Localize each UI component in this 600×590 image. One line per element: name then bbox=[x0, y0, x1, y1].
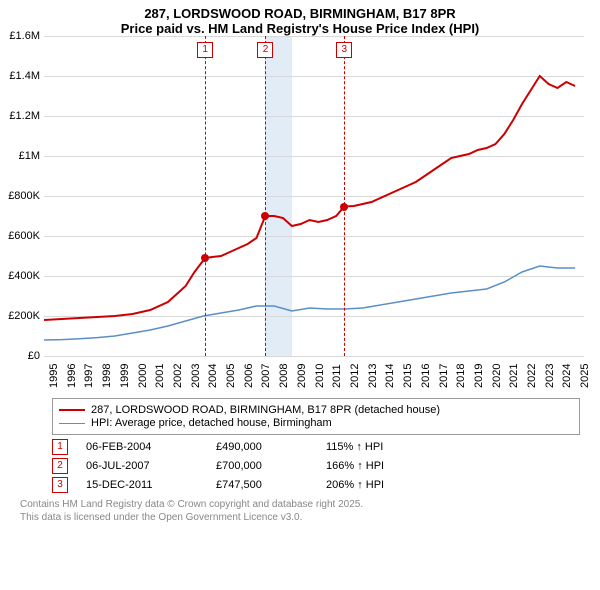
transaction-row: 3 15-DEC-2011£747,500206% ↑ HPI bbox=[52, 477, 580, 493]
x-tick-label: 1995 bbox=[48, 364, 60, 388]
transaction-hpi: 115% ↑ HPI bbox=[326, 441, 383, 453]
x-tick-label: 2004 bbox=[207, 364, 219, 388]
y-tick-label: £1.4M bbox=[0, 70, 40, 82]
transaction-price: £747,500 bbox=[216, 479, 326, 491]
y-tick-label: £0 bbox=[0, 350, 40, 362]
legend-item: HPI: Average price, detached house, Birm… bbox=[59, 417, 573, 429]
x-tick-label: 2005 bbox=[225, 364, 237, 388]
transaction-number: 1 bbox=[52, 439, 68, 455]
transaction-number: 2 bbox=[52, 458, 68, 474]
x-tick-label: 2017 bbox=[438, 364, 450, 388]
transaction-row: 2 06-JUL-2007£700,000166% ↑ HPI bbox=[52, 458, 580, 474]
y-tick-label: £800K bbox=[0, 190, 40, 202]
x-tick-label: 2022 bbox=[526, 364, 538, 388]
transaction-price: £490,000 bbox=[216, 441, 326, 453]
y-tick-label: £1.2M bbox=[0, 110, 40, 122]
y-tick-label: £200K bbox=[0, 310, 40, 322]
legend-item: 287, LORDSWOOD ROAD, BIRMINGHAM, B17 8PR… bbox=[59, 404, 573, 416]
x-tick-label: 2019 bbox=[473, 364, 485, 388]
x-tick-label: 2009 bbox=[296, 364, 308, 388]
chart-subtitle: Price paid vs. HM Land Registry's House … bbox=[0, 21, 600, 36]
transaction-date: 06-JUL-2007 bbox=[86, 460, 216, 472]
transaction-vline bbox=[265, 36, 266, 356]
attribution-text: Contains HM Land Registry data © Crown c… bbox=[20, 499, 580, 524]
transaction-date: 06-FEB-2004 bbox=[86, 441, 216, 453]
attribution-line-1: Contains HM Land Registry data © Crown c… bbox=[20, 499, 580, 512]
x-tick-label: 2021 bbox=[508, 364, 520, 388]
legend-label: 287, LORDSWOOD ROAD, BIRMINGHAM, B17 8PR… bbox=[91, 404, 440, 416]
x-tick-label: 2010 bbox=[314, 364, 326, 388]
transaction-table: 1 06-FEB-2004£490,000115% ↑ HPI 2 06-JUL-20… bbox=[52, 439, 580, 493]
transaction-vline bbox=[205, 36, 206, 356]
transaction-marker: 2 bbox=[257, 42, 273, 58]
x-tick-label: 2012 bbox=[349, 364, 361, 388]
legend: 287, LORDSWOOD ROAD, BIRMINGHAM, B17 8PR… bbox=[52, 398, 580, 435]
series-hpi bbox=[44, 266, 575, 340]
x-tick-label: 2008 bbox=[278, 364, 290, 388]
x-tick-label: 1996 bbox=[66, 364, 78, 388]
transaction-vline bbox=[344, 36, 345, 356]
legend-label: HPI: Average price, detached house, Birm… bbox=[91, 417, 332, 429]
transaction-hpi: 206% ↑ HPI bbox=[326, 479, 384, 491]
y-tick-label: £400K bbox=[0, 270, 40, 282]
x-tick-label: 2020 bbox=[491, 364, 503, 388]
x-tick-label: 1999 bbox=[119, 364, 131, 388]
x-tick-label: 1997 bbox=[83, 364, 95, 388]
x-tick-label: 2016 bbox=[420, 364, 432, 388]
transaction-number: 3 bbox=[52, 477, 68, 493]
x-tick-label: 2011 bbox=[331, 364, 343, 388]
x-tick-label: 2003 bbox=[190, 364, 202, 388]
x-tick-label: 2006 bbox=[243, 364, 255, 388]
transaction-dot bbox=[261, 212, 269, 220]
x-tick-label: 2014 bbox=[384, 364, 396, 388]
y-tick-label: £600K bbox=[0, 230, 40, 242]
series-property bbox=[44, 76, 575, 320]
chart-plot-area: £0£200K£400K£600K£800K£1M£1.2M£1.4M£1.6M… bbox=[44, 36, 584, 356]
series-svg bbox=[44, 36, 584, 356]
transaction-date: 15-DEC-2011 bbox=[86, 479, 216, 491]
x-tick-label: 1998 bbox=[101, 364, 113, 388]
x-tick-label: 2023 bbox=[544, 364, 556, 388]
transaction-marker: 1 bbox=[197, 42, 213, 58]
legend-swatch bbox=[59, 423, 85, 424]
transaction-hpi: 166% ↑ HPI bbox=[326, 460, 384, 472]
legend-swatch bbox=[59, 409, 85, 411]
x-tick-label: 2018 bbox=[455, 364, 467, 388]
x-tick-label: 2002 bbox=[172, 364, 184, 388]
transaction-dot bbox=[201, 254, 209, 262]
transaction-marker: 3 bbox=[336, 42, 352, 58]
attribution-line-2: This data is licensed under the Open Gov… bbox=[20, 512, 580, 525]
transaction-price: £700,000 bbox=[216, 460, 326, 472]
x-tick-label: 2015 bbox=[402, 364, 414, 388]
chart-title: 287, LORDSWOOD ROAD, BIRMINGHAM, B17 8PR bbox=[0, 6, 600, 21]
transaction-row: 1 06-FEB-2004£490,000115% ↑ HPI bbox=[52, 439, 580, 455]
x-tick-label: 2024 bbox=[561, 364, 573, 388]
y-tick-label: £1.6M bbox=[0, 30, 40, 42]
x-tick-label: 2013 bbox=[367, 364, 379, 388]
x-axis-labels: 1995 1996 1997 1998 1999 2000 2001 2002 2003 2004… bbox=[44, 356, 584, 392]
x-tick-label: 2007 bbox=[260, 364, 272, 388]
transaction-dot bbox=[340, 203, 348, 211]
x-tick-label: 2000 bbox=[137, 364, 149, 388]
y-tick-label: £1M bbox=[0, 150, 40, 162]
x-tick-label: 2025 bbox=[579, 364, 591, 388]
x-tick-label: 2001 bbox=[154, 364, 166, 388]
